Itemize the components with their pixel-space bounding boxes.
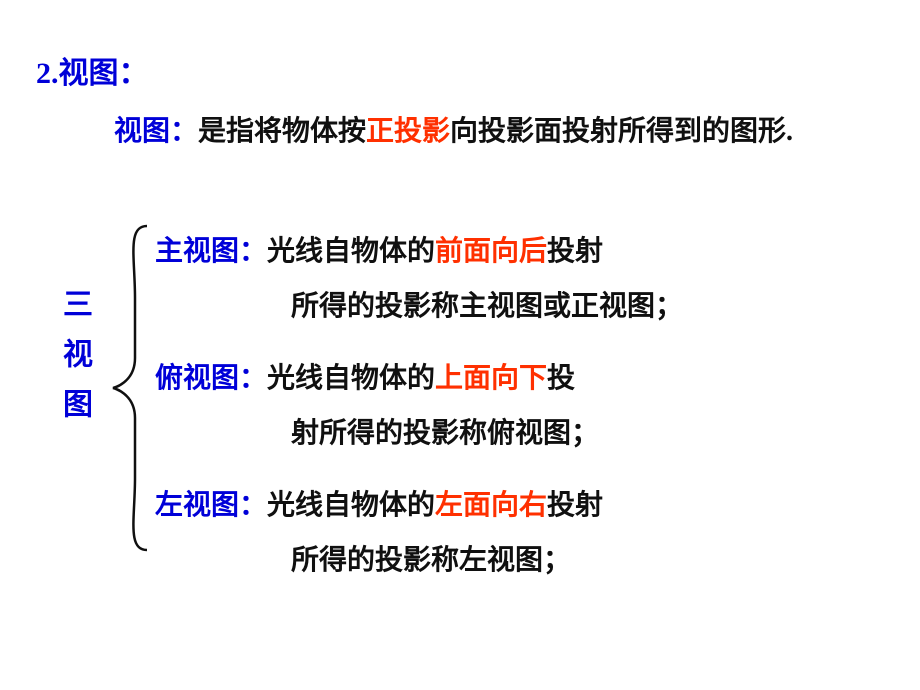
main-view-label: 主视图： <box>155 236 267 267</box>
top-view-t1: 光线自物体的 <box>267 363 435 394</box>
view-definition-paragraph: 视图：是指将物体按正投影向投影面投射所得到的图形. <box>58 110 858 155</box>
three-views-definitions: 主视图：光线自物体的前面向后投射 所得的投影称主视图或正视图； 俯视图：光线自物… <box>155 225 875 607</box>
top-view-label: 俯视图： <box>155 363 267 394</box>
main-view-cont: 所得的投影称主视图或正视图； <box>155 280 875 335</box>
section-heading: 2.视图： <box>36 48 149 92</box>
left-view-label: 左视图： <box>155 490 267 521</box>
def-label: 视图： <box>114 116 198 147</box>
brace-path <box>113 226 147 550</box>
top-view-hl: 上面向下 <box>435 363 547 394</box>
left-view-t2: 投射 <box>547 490 603 521</box>
heading-text: 视图： <box>59 57 149 90</box>
left-view-t1: 光线自物体的 <box>267 490 435 521</box>
top-view-block: 俯视图：光线自物体的上面向下投 射所得的投影称俯视图； <box>155 352 875 461</box>
left-view-cont: 所得的投影称左视图； <box>155 534 875 589</box>
def-before: 是指将物体按 <box>198 116 366 147</box>
left-view-hl: 左面向右 <box>435 490 547 521</box>
group-label-three-views: 三视图 <box>52 288 96 438</box>
top-view-cont: 射所得的投影称俯视图； <box>155 407 875 462</box>
main-view-hl: 前面向后 <box>435 236 547 267</box>
main-view-t1: 光线自物体的 <box>267 236 435 267</box>
main-view-block: 主视图：光线自物体的前面向后投射 所得的投影称主视图或正视图； <box>155 225 875 334</box>
brace-icon <box>105 218 155 558</box>
def-after: 向投影面投射所得到的图形. <box>450 116 793 147</box>
def-highlight: 正投影 <box>366 116 450 147</box>
main-view-t2: 投射 <box>547 236 603 267</box>
heading-prefix: 2. <box>36 57 59 90</box>
left-view-block: 左视图：光线自物体的左面向右投射 所得的投影称左视图； <box>155 479 875 588</box>
top-view-t2: 投 <box>547 363 575 394</box>
